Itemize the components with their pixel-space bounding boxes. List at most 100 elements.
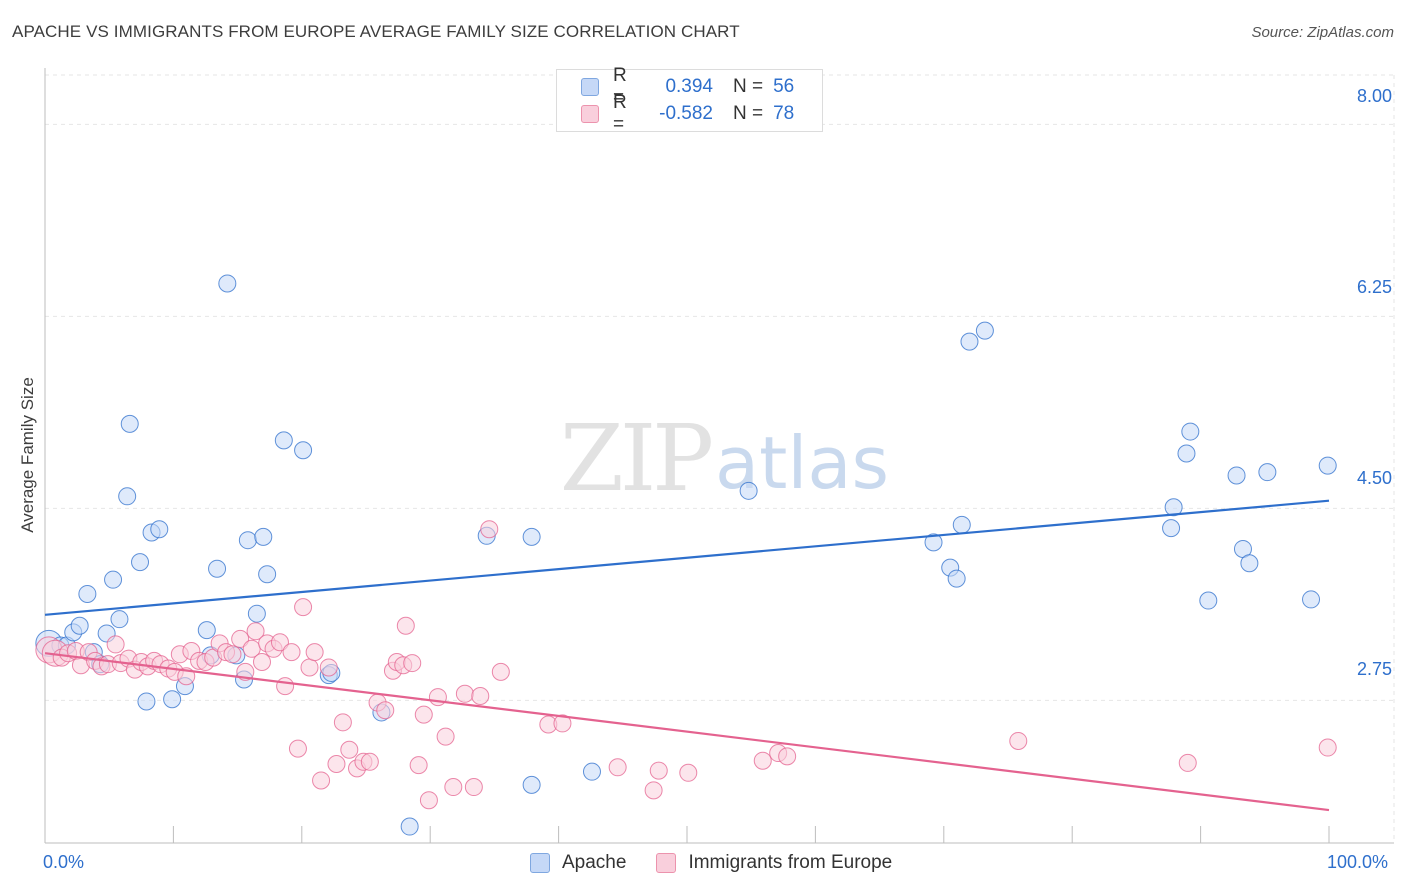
- apache-point: [1318, 456, 1337, 475]
- europe-point: [305, 643, 324, 662]
- apache-point: [960, 332, 979, 351]
- apache-point: [952, 515, 971, 534]
- y-tick-2-75: 2.75: [1356, 659, 1392, 679]
- europe-point: [753, 751, 772, 770]
- europe-point: [1318, 738, 1337, 757]
- apache-point: [110, 610, 129, 629]
- europe-trend-line: [44, 652, 1330, 812]
- axes: [44, 68, 1394, 844]
- apache-legend-label: Apache: [562, 852, 627, 873]
- r-label: R =: [613, 92, 627, 135]
- apache-point: [131, 553, 150, 572]
- europe-point: [679, 763, 698, 782]
- europe-point: [419, 791, 438, 810]
- y-tick-8-00: 8.00: [1356, 86, 1392, 106]
- apache-point: [1181, 422, 1200, 441]
- apache-point: [1177, 444, 1196, 463]
- europe-point: [414, 705, 433, 724]
- europe-n-value: 78: [773, 103, 795, 124]
- europe-legend-swatch: [656, 853, 677, 873]
- europe-r-value: -0.582: [659, 103, 713, 124]
- apache-point: [1162, 519, 1181, 538]
- apache-point: [137, 692, 156, 711]
- x-tick-min: 0.0%: [43, 852, 85, 872]
- apache-point: [238, 531, 257, 550]
- apache-r-value: 0.394: [665, 76, 713, 97]
- legend-item-europe: Immigrants from Europe: [656, 852, 892, 874]
- europe-point: [644, 781, 663, 800]
- europe-point: [464, 778, 483, 797]
- chart-title: APACHE VS IMMIGRANTS FROM EUROPE AVERAGE…: [12, 22, 740, 41]
- apache-point: [258, 565, 277, 584]
- apache-point: [120, 414, 139, 433]
- apache-point: [254, 527, 273, 546]
- n-label: N =: [733, 103, 764, 124]
- apache-point: [150, 520, 169, 539]
- apache-point: [274, 431, 293, 450]
- x-tick-max: 100.0%: [1327, 852, 1389, 872]
- europe-point: [270, 633, 289, 652]
- europe-point: [553, 714, 572, 733]
- apache-point: [218, 274, 237, 293]
- europe-point: [319, 658, 338, 677]
- europe-point: [409, 756, 428, 775]
- legend-row-apache: R = 0.394 N = 56: [581, 65, 795, 108]
- legend-row-europe: R = -0.582 N = 78: [581, 92, 795, 135]
- europe-point: [282, 643, 301, 662]
- europe-point: [649, 761, 668, 780]
- europe-point: [396, 616, 415, 635]
- apache-point: [1258, 463, 1277, 482]
- apache-point: [78, 584, 97, 603]
- apache-point: [522, 527, 541, 546]
- series-legend: Apache Immigrants from Europe: [530, 852, 922, 874]
- apache-point: [522, 775, 541, 794]
- europe-point: [333, 713, 352, 732]
- apache-point: [118, 487, 137, 506]
- europe-point: [252, 652, 271, 671]
- apache-point: [70, 616, 89, 635]
- apache-point: [208, 559, 227, 578]
- europe-point: [300, 658, 319, 677]
- apache-point: [197, 621, 216, 640]
- watermark: ZIP atlas: [560, 405, 889, 512]
- apache-point: [294, 441, 313, 460]
- europe-point: [231, 629, 250, 648]
- europe-point: [223, 645, 242, 664]
- y-tick-6-25: 6.25: [1356, 277, 1392, 297]
- europe-swatch: [581, 105, 599, 123]
- apache-point: [924, 533, 943, 552]
- europe-point: [480, 520, 499, 539]
- apache-point: [400, 817, 419, 836]
- europe-point: [327, 755, 346, 774]
- europe-point: [436, 727, 455, 746]
- apache-swatch: [581, 78, 599, 96]
- trend-lines: [44, 499, 1330, 812]
- r-label: R =: [613, 65, 627, 108]
- n-label: N =: [733, 76, 764, 97]
- y-tick-4-50: 4.50: [1356, 468, 1392, 488]
- legend-item-apache: Apache: [530, 852, 626, 874]
- apache-point: [1240, 554, 1259, 573]
- europe-point: [106, 635, 125, 654]
- apache-point: [1302, 590, 1321, 609]
- apache-point: [582, 762, 601, 781]
- apache-point: [163, 690, 182, 709]
- europe-point: [1009, 731, 1028, 750]
- europe-point: [360, 752, 379, 771]
- europe-point: [376, 701, 395, 720]
- apache-trend-line: [44, 499, 1330, 616]
- europe-point: [340, 740, 359, 759]
- europe-point: [294, 598, 313, 617]
- europe-point: [778, 747, 797, 766]
- apache-point: [1164, 498, 1183, 517]
- europe-point: [276, 677, 295, 696]
- apache-n-value: 56: [773, 76, 795, 97]
- apache-point: [739, 481, 758, 500]
- europe-point: [455, 684, 474, 703]
- europe-point: [444, 778, 463, 797]
- source-note: Source: ZipAtlas.com: [1251, 24, 1394, 41]
- stats-legend: R = 0.394 N = 56 R = -0.582 N = 78: [556, 65, 823, 135]
- europe-point: [312, 771, 331, 790]
- apache-point: [1199, 591, 1218, 610]
